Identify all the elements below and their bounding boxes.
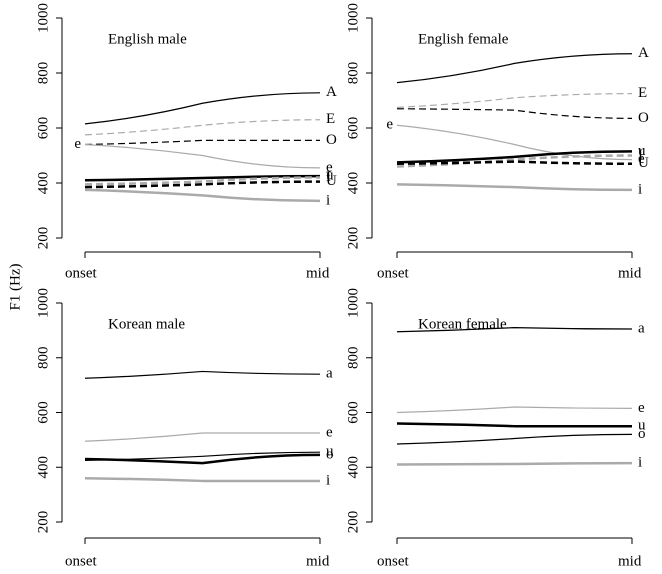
y-tick-label: 800 (35, 62, 51, 85)
series-label: A (326, 84, 337, 100)
series-label: U (326, 173, 337, 189)
series-line (396, 93, 633, 108)
y-tick-label: 600 (345, 401, 361, 424)
x-tick-label: onset (377, 265, 409, 281)
panel-title: English male (108, 31, 187, 47)
y-tick-label: 600 (35, 117, 51, 140)
series-line (396, 327, 633, 333)
series-line (396, 150, 633, 164)
series-line (396, 53, 633, 84)
series-label: I (638, 147, 643, 163)
series-label: a (326, 366, 333, 382)
panel-title: Korean male (108, 316, 185, 332)
series-line (84, 432, 320, 442)
series-label: E (638, 85, 647, 101)
series-label: u (326, 444, 334, 460)
series-label: i (638, 181, 642, 197)
series-label: A (638, 45, 649, 61)
x-tick-label: onset (65, 553, 97, 569)
y-tick-label: 400 (345, 172, 361, 195)
y-tick-label: 200 (35, 511, 51, 534)
y-tick-label: 800 (345, 347, 361, 370)
y-tick-label: 1000 (345, 288, 361, 318)
series-line (396, 154, 633, 168)
series-label: O (638, 110, 649, 126)
y-tick-label: 1000 (35, 288, 51, 318)
series-label-left: e (74, 136, 81, 152)
x-tick-label: mid (618, 265, 642, 281)
series-line (84, 92, 321, 125)
y-tick-label: 400 (345, 456, 361, 479)
series-label: U (638, 155, 649, 171)
y-tick-label: 1000 (345, 3, 361, 33)
series-line (84, 453, 321, 465)
series-line (396, 160, 633, 165)
series-line (396, 406, 633, 414)
x-tick-label: onset (65, 265, 97, 281)
y-tick-label: 600 (35, 401, 51, 424)
series-label: e (326, 159, 333, 175)
series-label-left: e (386, 117, 393, 133)
y-tick-label: 600 (345, 117, 361, 140)
series-line (84, 188, 321, 203)
x-tick-label: mid (306, 265, 330, 281)
series-label: e (638, 151, 645, 167)
series-label: a (638, 320, 645, 336)
series-line (84, 174, 321, 182)
series-label: E (326, 111, 335, 127)
x-tick-label: mid (618, 553, 642, 569)
y-tick-label: 200 (35, 227, 51, 250)
series-label: u (638, 143, 646, 159)
series-label: i (326, 192, 330, 208)
series-label: e (638, 400, 645, 416)
y-tick-label: 800 (35, 347, 51, 370)
series-label: e (326, 424, 333, 440)
series-line (84, 119, 321, 136)
x-tick-label: onset (377, 553, 409, 569)
panel-title: English female (418, 31, 509, 47)
y-axis-label: F1 (Hz) (7, 263, 23, 310)
series-label: u (638, 418, 646, 434)
y-tick-label: 400 (35, 172, 51, 195)
series-line (396, 124, 633, 161)
series-line (84, 143, 321, 169)
series-line (84, 139, 320, 146)
y-tick-label: 400 (35, 456, 51, 479)
y-tick-label: 200 (345, 511, 361, 534)
series-label: o (326, 446, 334, 462)
y-tick-label: 1000 (35, 3, 51, 33)
series-line (396, 183, 633, 192)
series-line (84, 476, 320, 483)
series-line (84, 176, 321, 186)
series-line (396, 461, 633, 466)
series-label: i (326, 472, 330, 488)
series-label: I (326, 169, 331, 185)
x-tick-label: mid (306, 553, 330, 569)
series-line (84, 370, 321, 379)
series-line (84, 180, 321, 189)
series-label: O (326, 132, 337, 148)
series-line (396, 108, 633, 119)
series-label: o (638, 426, 646, 442)
y-tick-label: 200 (345, 227, 361, 250)
series-label: i (638, 455, 642, 471)
series-label: u (326, 168, 334, 184)
series-line (396, 422, 632, 428)
y-tick-label: 800 (345, 62, 361, 85)
series-line (396, 433, 633, 445)
